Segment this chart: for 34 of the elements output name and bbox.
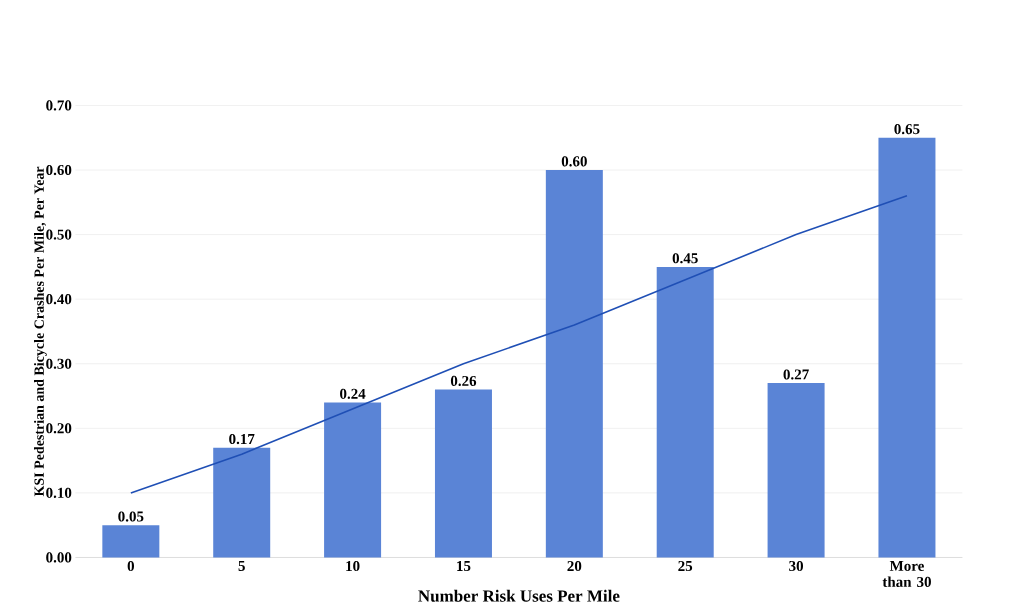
bar [434, 389, 492, 558]
x-tick-label: 15 [457, 560, 471, 572]
bar [324, 402, 382, 558]
data-label: 0.17 [229, 433, 255, 445]
y-tick-label: 0.20 [46, 423, 72, 434]
y-tick-label: 0.50 [46, 229, 72, 240]
x-tick-label: More than 30 [882, 560, 931, 587]
y-tick-label: 0.40 [46, 294, 72, 305]
x-tick-label: 0 [127, 560, 135, 572]
x-tick-label: 30 [789, 560, 804, 572]
data-label: 0.24 [340, 388, 366, 399]
data-label: 0.45 [672, 253, 698, 264]
bar [656, 266, 714, 558]
data-label: 0.60 [561, 156, 587, 167]
bar [545, 170, 603, 558]
x-tick-label: 10 [346, 560, 360, 572]
bar [767, 383, 825, 558]
data-label: 0.65 [894, 124, 920, 135]
x-tick-label: 25 [678, 560, 693, 572]
x-tick-label: 20 [567, 560, 582, 572]
x-tick-label: 5 [238, 560, 245, 571]
data-label: 0.27 [783, 369, 809, 380]
data-label: 0.26 [450, 375, 477, 387]
y-axis-title: KSI Pedestrian and Bicycle Crashes Per Mile, Per Year [34, 166, 47, 497]
y-tick-label: 0.70 [46, 100, 72, 111]
y-tick-label: 0.30 [46, 358, 72, 369]
y-tick-label: 0.60 [46, 164, 72, 176]
bar [213, 447, 271, 558]
bar [878, 137, 936, 558]
bar [102, 525, 160, 558]
y-tick-label: 0.10 [46, 487, 72, 498]
x-axis-title: Number Risk Uses Per Mile [418, 589, 620, 602]
y-tick-label: 0.00 [46, 552, 72, 563]
data-label: 0.05 [118, 511, 144, 522]
